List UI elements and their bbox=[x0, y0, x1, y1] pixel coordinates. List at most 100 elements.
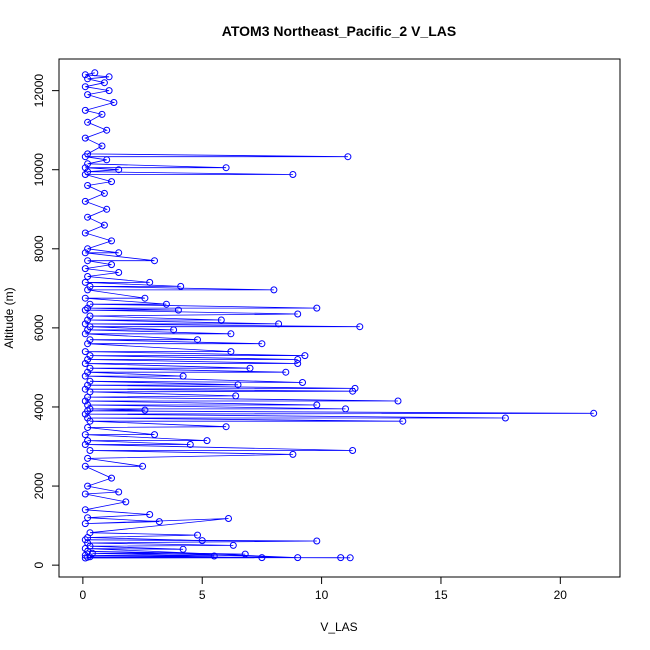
data-point bbox=[177, 282, 185, 290]
y-tick-label: 0 bbox=[32, 561, 46, 568]
data-point bbox=[84, 118, 92, 126]
data-point bbox=[115, 269, 123, 276]
data-point bbox=[86, 312, 94, 320]
data-point bbox=[81, 372, 89, 380]
data-point bbox=[81, 520, 89, 528]
data-point bbox=[84, 91, 92, 99]
data-series bbox=[81, 69, 598, 562]
data-point bbox=[337, 554, 345, 562]
data-point bbox=[146, 511, 154, 518]
x-tick-label: 0 bbox=[80, 588, 87, 602]
chart-title: ATOM3 Northeast_Pacific_2 V_LAS bbox=[222, 23, 456, 39]
data-point bbox=[194, 531, 201, 539]
data-point bbox=[115, 249, 123, 257]
data-point bbox=[590, 409, 598, 417]
data-point bbox=[179, 545, 187, 553]
data-point bbox=[103, 156, 111, 164]
data-point bbox=[170, 326, 178, 334]
data-point bbox=[210, 552, 218, 560]
data-point bbox=[258, 554, 266, 562]
data-point bbox=[81, 462, 89, 470]
data-point bbox=[394, 397, 402, 405]
data-point bbox=[222, 423, 230, 431]
data-point bbox=[81, 551, 89, 559]
data-point bbox=[84, 273, 92, 280]
data-point bbox=[217, 316, 225, 324]
data-point bbox=[346, 554, 354, 562]
y-tick-label: 4000 bbox=[32, 393, 46, 420]
data-point bbox=[198, 537, 206, 545]
data-point bbox=[234, 381, 242, 389]
data-point bbox=[501, 414, 509, 422]
data-point bbox=[84, 75, 92, 83]
data-point bbox=[270, 286, 278, 294]
data-point bbox=[81, 320, 89, 328]
y-tick-label: 10000 bbox=[32, 153, 46, 187]
data-point bbox=[86, 352, 94, 360]
data-point bbox=[349, 447, 357, 454]
data-point bbox=[103, 126, 111, 134]
data-point bbox=[100, 221, 108, 229]
data-point bbox=[344, 153, 352, 161]
data-point bbox=[351, 384, 359, 392]
data-point bbox=[84, 414, 92, 422]
data-point bbox=[81, 360, 89, 367]
data-point bbox=[139, 462, 147, 470]
x-axis: 0 5 10 15 20 bbox=[80, 576, 568, 602]
data-point bbox=[246, 364, 254, 372]
data-point bbox=[84, 213, 92, 221]
data-point bbox=[81, 106, 89, 114]
y-tick-label: 2000 bbox=[32, 472, 46, 499]
x-tick-label: 20 bbox=[554, 588, 568, 602]
data-point bbox=[81, 197, 89, 205]
data-point bbox=[105, 87, 113, 95]
data-point bbox=[115, 166, 123, 174]
data-point bbox=[84, 257, 92, 265]
data-point bbox=[81, 397, 89, 405]
data-point bbox=[289, 171, 297, 178]
x-tick-label: 10 bbox=[315, 588, 329, 602]
data-point bbox=[86, 300, 94, 308]
data-point bbox=[81, 306, 89, 314]
data-point bbox=[98, 142, 106, 150]
data-point bbox=[81, 330, 89, 338]
data-point bbox=[289, 450, 297, 458]
y-tick-label: 8000 bbox=[32, 235, 46, 262]
data-point bbox=[86, 447, 94, 454]
data-point bbox=[81, 490, 89, 498]
data-point bbox=[84, 424, 92, 431]
data-point bbox=[151, 431, 158, 439]
data-point bbox=[151, 257, 158, 265]
data-point bbox=[241, 550, 249, 558]
data-point bbox=[115, 488, 123, 496]
data-point bbox=[179, 372, 187, 380]
data-point bbox=[81, 265, 89, 273]
y-axis-label: Altitude (m) bbox=[2, 287, 16, 348]
data-point bbox=[81, 83, 89, 91]
data-point bbox=[194, 336, 201, 344]
data-point bbox=[86, 282, 94, 290]
data-point bbox=[203, 437, 211, 445]
data-point bbox=[100, 189, 108, 197]
data-point bbox=[294, 554, 302, 562]
x-tick-label: 15 bbox=[434, 588, 448, 602]
data-point bbox=[141, 294, 149, 302]
data-point bbox=[141, 406, 149, 414]
data-point bbox=[86, 529, 94, 537]
data-point bbox=[81, 536, 89, 544]
data-point bbox=[105, 73, 113, 81]
data-point bbox=[84, 482, 92, 490]
y-tick-label: 6000 bbox=[32, 314, 46, 341]
data-point bbox=[108, 474, 115, 482]
data-point bbox=[294, 360, 302, 367]
data-point bbox=[108, 178, 115, 186]
data-point bbox=[313, 304, 321, 312]
data-point bbox=[86, 364, 94, 372]
data-point bbox=[222, 164, 230, 172]
y-tick-label: 12000 bbox=[32, 74, 46, 108]
data-point bbox=[356, 323, 364, 331]
data-point bbox=[301, 352, 309, 360]
data-point bbox=[81, 229, 89, 237]
data-point bbox=[91, 69, 99, 77]
